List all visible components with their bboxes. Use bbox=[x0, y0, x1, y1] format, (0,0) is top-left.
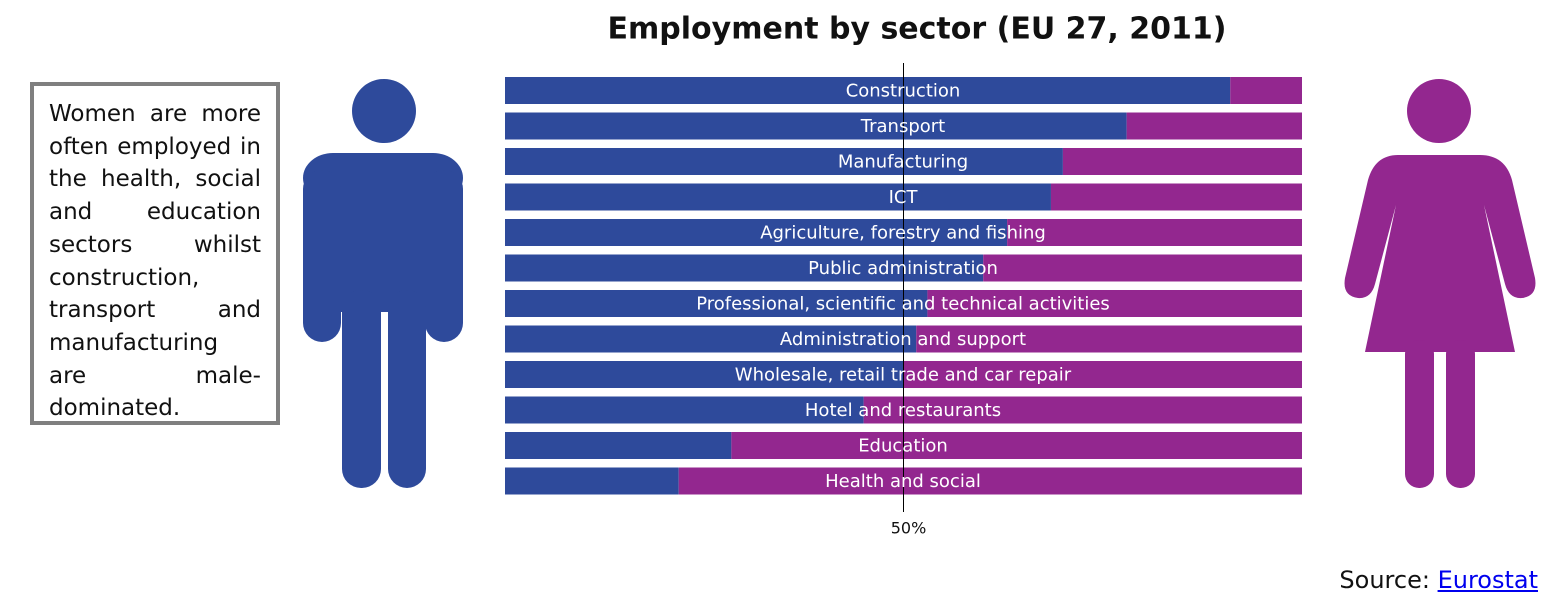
woman-icon bbox=[1344, 79, 1536, 488]
category-label: Manufacturing bbox=[838, 152, 968, 173]
bar-segment bbox=[1007, 219, 1302, 246]
bar-segment bbox=[678, 467, 1302, 495]
bar-segment bbox=[731, 432, 1302, 459]
bar-segment bbox=[1126, 112, 1302, 140]
bar-segment bbox=[916, 325, 1302, 353]
source: Source: Eurostat bbox=[1339, 566, 1538, 594]
bar-segment bbox=[505, 432, 732, 459]
bar-segment bbox=[1050, 183, 1302, 211]
bar-segment bbox=[505, 183, 1051, 211]
man-icon bbox=[303, 79, 463, 488]
category-label: Transport bbox=[860, 116, 945, 137]
bar-segment bbox=[983, 254, 1302, 282]
chart-title: Employment by sector (EU 27, 2011) bbox=[608, 12, 1227, 47]
annotation-box: Women are more often employed in the hea… bbox=[30, 82, 280, 425]
bar-segment bbox=[505, 219, 1008, 246]
category-label: ICT bbox=[889, 187, 919, 208]
x-tick-label: 50% bbox=[891, 519, 927, 538]
bar-segment bbox=[505, 325, 917, 353]
category-label: Education bbox=[858, 436, 948, 457]
category-label: Wholesale, retail trade and car repair bbox=[735, 365, 1072, 386]
bar-segment bbox=[863, 396, 1302, 424]
category-label: Construction bbox=[846, 81, 961, 102]
category-label: Health and social bbox=[825, 471, 981, 492]
bar-segment bbox=[505, 290, 928, 317]
bar-segment bbox=[505, 77, 1231, 104]
bar-segment bbox=[927, 290, 1302, 317]
category-label: Professional, scientific and technical a… bbox=[696, 294, 1110, 315]
bar-segment bbox=[903, 361, 1302, 388]
source-label: Source: bbox=[1339, 566, 1430, 594]
bar-segment bbox=[505, 467, 679, 495]
bar-segment bbox=[505, 396, 864, 424]
bar-segment bbox=[505, 112, 1127, 140]
category-label: Hotel and restaurants bbox=[805, 400, 1001, 421]
bar-segment bbox=[505, 361, 904, 388]
bar-segment bbox=[505, 148, 1063, 175]
bar-segment bbox=[1062, 148, 1302, 175]
category-label: Agriculture, forestry and fishing bbox=[760, 223, 1046, 244]
category-label: Administration and support bbox=[780, 329, 1026, 350]
bar-segment bbox=[1230, 77, 1302, 104]
category-label: Public administration bbox=[808, 258, 998, 279]
source-link[interactable]: Eurostat bbox=[1437, 566, 1538, 594]
